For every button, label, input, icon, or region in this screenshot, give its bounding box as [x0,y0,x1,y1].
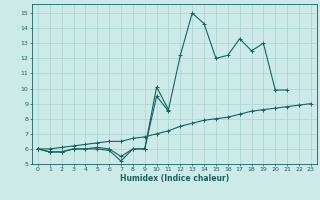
X-axis label: Humidex (Indice chaleur): Humidex (Indice chaleur) [120,174,229,183]
